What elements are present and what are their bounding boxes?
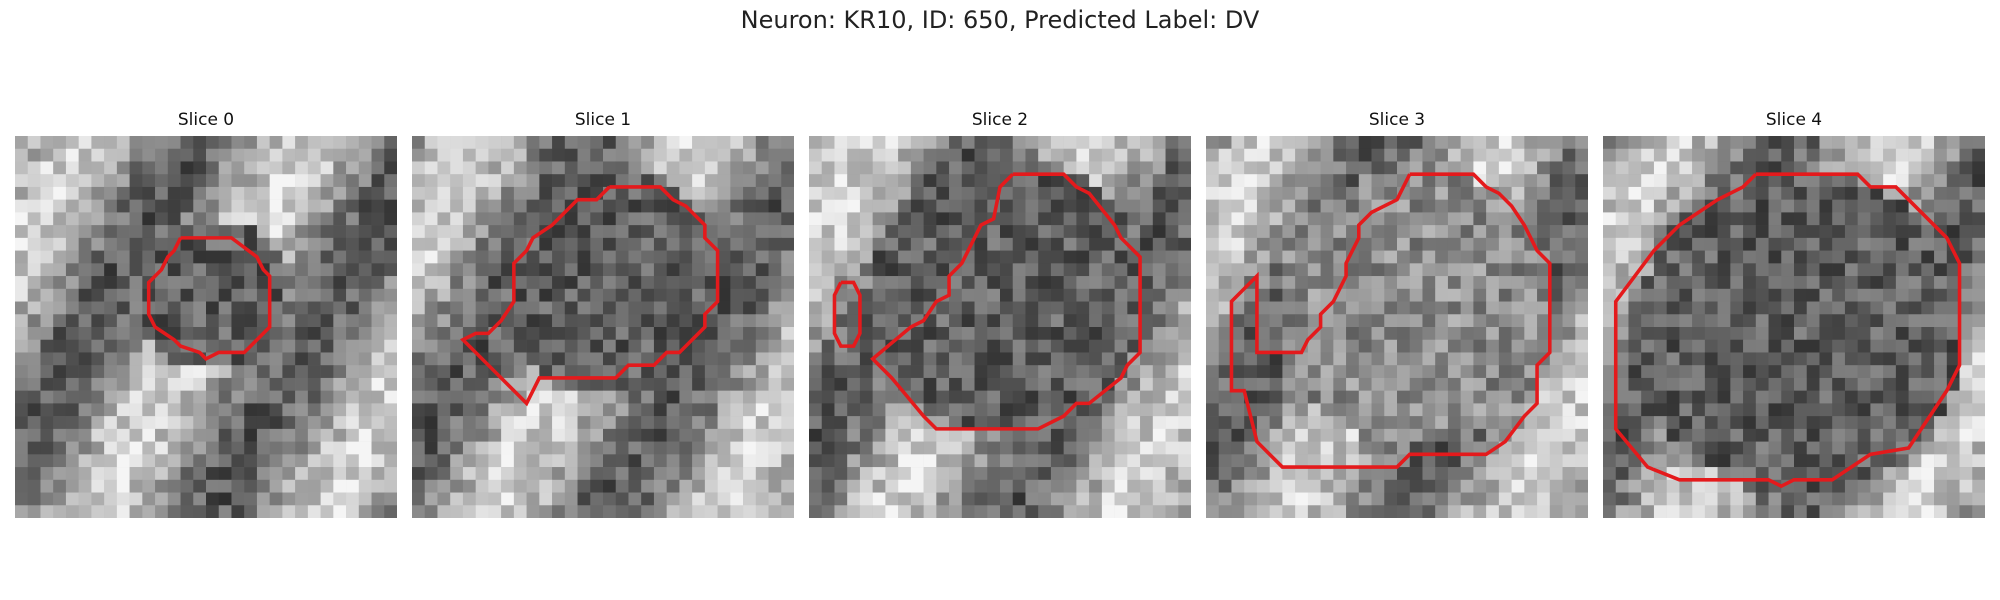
slice-image	[1603, 136, 1985, 518]
slice-title: Slice 2	[971, 110, 1029, 130]
segmentation-contour	[870, 172, 1142, 431]
slice-panel-0: Slice 0	[15, 108, 397, 518]
slice-image	[412, 136, 794, 518]
slice-title: Slice 4	[1765, 110, 1823, 130]
slice-title: Slice 3	[1368, 110, 1426, 130]
slice-panel-3: Slice 3	[1206, 108, 1588, 518]
slice-image	[15, 136, 397, 518]
slice-title: Slice 0	[177, 110, 235, 130]
slice-panel-1: Slice 1	[412, 108, 794, 518]
segmentation-contour	[1613, 172, 1962, 489]
segmentation-contour	[459, 185, 720, 407]
slice-panel-4: Slice 4	[1603, 108, 1985, 518]
segmentation-contour	[146, 236, 272, 362]
figure-title: Neuron: KR10, ID: 650, Predicted Label: …	[740, 6, 1260, 34]
segmentation-contour	[1229, 172, 1552, 469]
slice-title: Slice 1	[574, 110, 632, 130]
slice-image	[809, 136, 1191, 518]
slice-image	[1206, 136, 1588, 518]
slice-panel-2: Slice 2	[809, 108, 1191, 518]
segmentation-contour-small	[832, 280, 862, 348]
